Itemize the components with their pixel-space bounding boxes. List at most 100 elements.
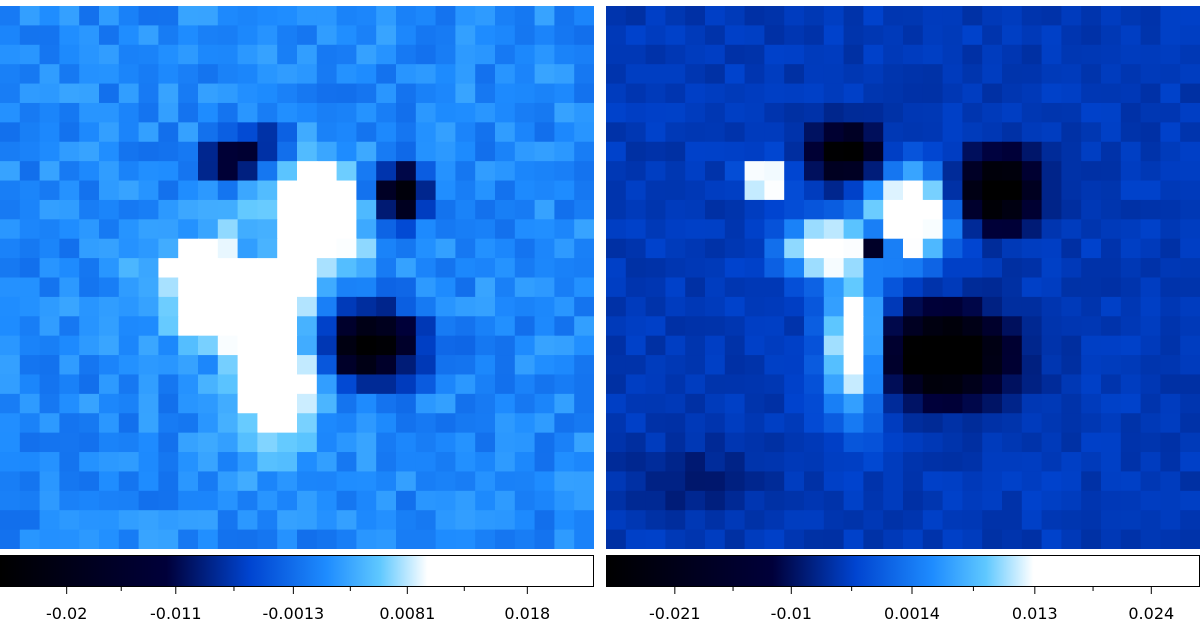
left-cell (198, 490, 219, 511)
right-cell (863, 471, 884, 492)
left-cell (39, 64, 60, 85)
left-cell (495, 161, 516, 182)
right-cell (883, 102, 904, 123)
left-cell (217, 44, 239, 65)
left-cell (158, 219, 179, 240)
left-cell (99, 490, 120, 511)
right-cell (823, 374, 845, 395)
right-cell (804, 529, 825, 549)
left-cell (257, 141, 278, 162)
right-cell (863, 6, 884, 26)
left-cell (277, 374, 298, 395)
left-cell (435, 102, 456, 123)
right-cell (1021, 490, 1043, 511)
right-cell (724, 25, 746, 46)
left-cell (475, 199, 496, 220)
right-cell (705, 296, 726, 317)
right-cell (823, 316, 845, 337)
left-cell (118, 335, 140, 356)
right-cell (1160, 44, 1181, 65)
right-cell (625, 452, 647, 473)
left-cell (0, 141, 21, 162)
right-cell (1021, 277, 1043, 298)
colorbar-left-svg: -0.02 -0.011 -0.0013 0.0081 0.018 (0, 555, 594, 623)
right-cell (1021, 258, 1043, 279)
left-cell (0, 374, 21, 395)
right-cell (823, 355, 845, 376)
right-cell (724, 471, 746, 492)
left-cell (118, 25, 140, 46)
right-cell (744, 64, 765, 85)
left-cell (336, 296, 357, 317)
left-cell (138, 83, 159, 104)
left-cell (118, 44, 140, 65)
left-cell (138, 374, 159, 395)
left-cell (495, 374, 516, 395)
right-cell (883, 316, 904, 337)
right-cell (962, 296, 983, 317)
left-cell (39, 296, 60, 317)
left-cell (475, 141, 496, 162)
right-cell (784, 102, 805, 123)
left-cell (455, 452, 476, 473)
left-cell (237, 393, 258, 414)
left-cell (316, 335, 338, 356)
left-cell (217, 6, 239, 26)
left-cell (336, 64, 357, 85)
left-cell (495, 25, 516, 46)
left-cell (257, 102, 278, 123)
left-cell (574, 393, 594, 414)
right-cell (843, 393, 864, 414)
right-cell (645, 44, 666, 65)
right-cell (962, 355, 983, 376)
left-cell (178, 490, 199, 511)
left-cell (178, 413, 199, 434)
right-cell (606, 471, 627, 492)
right-cell (705, 413, 726, 434)
left-cell (396, 25, 417, 46)
right-cell (883, 44, 904, 65)
left-cell (158, 393, 179, 414)
left-cell (376, 316, 397, 337)
left-cell (39, 122, 60, 143)
right-cell (744, 6, 765, 26)
right-cell (1160, 83, 1181, 104)
right-cell (665, 432, 686, 453)
right-cell (823, 529, 845, 549)
left-cell (495, 199, 516, 220)
left-cell (435, 335, 456, 356)
right-cell (1081, 490, 1102, 511)
right-cell (764, 393, 785, 414)
left-cell (435, 6, 456, 26)
left-cell (534, 316, 555, 337)
right-cell (1041, 219, 1062, 240)
right-cell (1061, 393, 1082, 414)
left-cell (297, 374, 318, 395)
right-cell (724, 335, 746, 356)
right-cell (744, 277, 765, 298)
right-cell (962, 44, 983, 65)
right-cell (1061, 238, 1082, 259)
right-cell (665, 83, 686, 104)
left-cell (79, 238, 100, 259)
left-cell (198, 64, 219, 85)
left-cell (118, 238, 140, 259)
right-cell (982, 529, 1003, 549)
right-cell (1021, 122, 1043, 143)
left-cell (316, 238, 338, 259)
right-cell (685, 296, 706, 317)
right-cell (942, 199, 963, 220)
right-cell (1101, 44, 1122, 65)
left-cell (19, 238, 41, 259)
right-cell (1061, 413, 1082, 434)
left-cell (297, 529, 318, 549)
right-cell (1021, 355, 1043, 376)
left-cell (198, 335, 219, 356)
left-cell (356, 296, 377, 317)
right-cell (784, 355, 805, 376)
right-cell (883, 432, 904, 453)
right-cell (982, 6, 1003, 26)
left-cell (316, 355, 338, 376)
right-cell (645, 219, 666, 240)
left-cell (297, 335, 318, 356)
